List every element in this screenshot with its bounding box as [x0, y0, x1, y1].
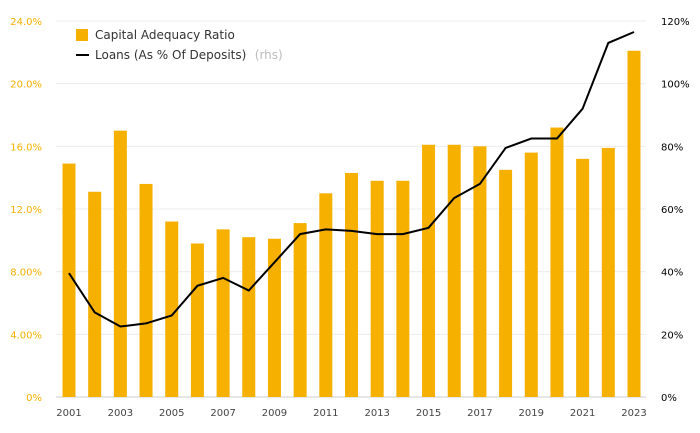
bar-capital-adequacy-2008 [242, 237, 256, 397]
bar-capital-adequacy-2020 [550, 127, 564, 398]
x-tick-label: 2017 [467, 408, 492, 419]
legend-swatch-capital-adequacy [76, 29, 88, 41]
y-left-tick-label: 16.0% [10, 142, 42, 153]
y-left-tick-label: 12.0% [10, 205, 42, 216]
y-axis-left: 0% 4.00% 8.00% 12.0% 16.0% 20.0% 24.0% [10, 17, 42, 404]
x-axis: 2001 2003 2005 2007 2009 2011 2013 2015 2017 2019… [56, 408, 646, 419]
x-tick-label: 2003 [108, 408, 133, 419]
y-right-tick-label: 20% [661, 330, 683, 341]
bar-capital-adequacy-2016 [447, 144, 461, 397]
bar-capital-adequacy-2006 [190, 243, 204, 397]
x-tick-label: 2007 [210, 408, 235, 419]
x-tick-label: 2009 [262, 408, 287, 419]
bar-capital-adequacy-2010 [293, 223, 307, 397]
y-right-tick-label: 120% [661, 17, 690, 28]
bar-capital-adequacy-2023 [627, 50, 641, 398]
bar-capital-adequacy-2012 [345, 172, 358, 397]
y-right-tick-label: 80% [661, 142, 683, 153]
y-right-tick-label: 0% [661, 393, 677, 404]
y-left-tick-label: 4.00% [10, 330, 42, 341]
y-left-tick-label: 8.00% [10, 268, 42, 279]
bar-capital-adequacy-2004 [139, 183, 153, 397]
bar-capital-adequacy-2001 [62, 163, 76, 397]
legend-label-loans: Loans (As % Of Deposits) (rhs) [95, 46, 283, 63]
y-left-tick-label: 24.0% [10, 17, 42, 28]
bar-series [62, 50, 641, 398]
bar-capital-adequacy-2017 [473, 146, 487, 397]
bar-capital-adequacy-2002 [88, 191, 102, 397]
x-tick-label: 2001 [56, 408, 81, 419]
bar-capital-adequacy-2009 [267, 238, 281, 397]
bar-capital-adequacy-2022 [601, 147, 615, 397]
legend-label-capital-adequacy: Capital Adequacy Ratio [95, 28, 235, 42]
x-tick-label: 2023 [621, 408, 646, 419]
x-tick-label: 2021 [570, 408, 595, 419]
y-left-tick-label: 20.0% [10, 80, 42, 91]
y-axis-right: 0% 20% 40% 60% 80% 100% 120% [661, 17, 690, 404]
y-left-tick-label: 0% [26, 393, 42, 404]
bar-capital-adequacy-2019 [524, 152, 538, 397]
y-right-tick-label: 40% [661, 268, 683, 279]
x-tick-label: 2015 [416, 408, 441, 419]
x-tick-label: 2011 [313, 408, 338, 419]
bar-capital-adequacy-2011 [319, 193, 333, 397]
bar-capital-adequacy-2013 [370, 180, 384, 397]
legend-label-loans-text: Loans (As % Of Deposits) [95, 48, 246, 62]
x-tick-label: 2013 [364, 408, 389, 419]
y-right-tick-label: 100% [661, 80, 690, 91]
bar-capital-adequacy-2021 [576, 158, 590, 397]
x-tick-label: 2005 [159, 408, 184, 419]
y-right-tick-label: 60% [661, 205, 683, 216]
bar-capital-adequacy-2015 [422, 144, 436, 397]
legend-label-loans-note: (rhs) [255, 48, 283, 62]
bar-capital-adequacy-2018 [499, 169, 513, 397]
line-series-loans [68, 31, 635, 328]
bar-capital-adequacy-2003 [113, 130, 127, 397]
x-tick-label: 2019 [519, 408, 544, 419]
legend: Capital Adequacy Ratio Loans (As % Of De… [76, 28, 283, 63]
bar-capital-adequacy-2014 [396, 180, 410, 397]
bar-capital-adequacy-2007 [216, 229, 230, 397]
bar-capital-adequacy-2005 [165, 221, 179, 397]
